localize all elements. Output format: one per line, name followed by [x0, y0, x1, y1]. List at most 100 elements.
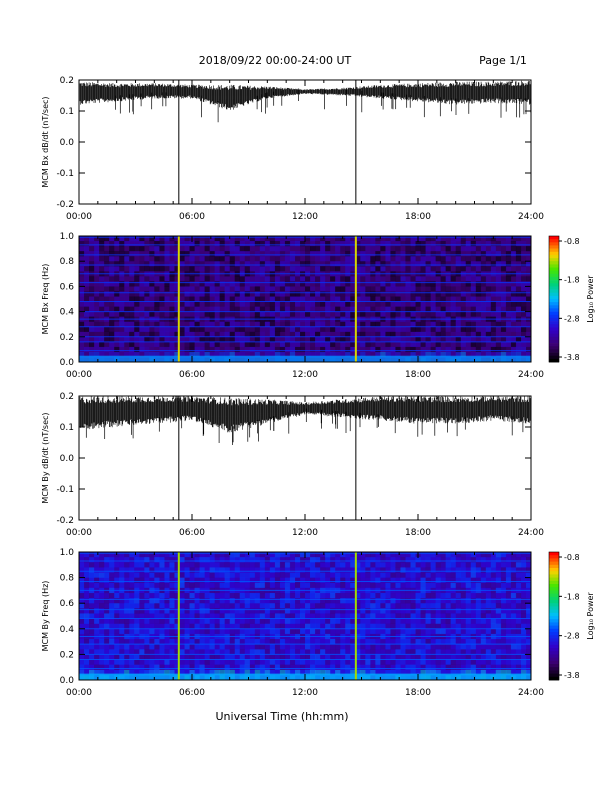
spectrogram-cell — [385, 296, 391, 302]
spectrogram-cell — [345, 326, 351, 332]
spectrogram-cell — [375, 336, 381, 343]
spectrogram-cell — [295, 654, 301, 660]
spectrogram-cell — [470, 582, 476, 589]
spectrogram-cell — [239, 639, 245, 645]
spectrogram-cell — [244, 613, 250, 619]
spectrogram-cell — [99, 301, 105, 307]
spectrogram-cell — [259, 236, 266, 242]
spectrogram-cell — [445, 276, 451, 282]
spectrogram-cell — [420, 251, 426, 257]
spectrogram-cell — [345, 311, 351, 317]
spectrogram-cell — [134, 572, 140, 578]
y-tick-label: 0.0 — [60, 138, 75, 148]
colorbar-segment — [549, 596, 559, 601]
spectrogram-cell — [505, 266, 512, 272]
spectrogram-cell — [289, 562, 296, 568]
spectrogram-cell — [350, 593, 356, 599]
spectrogram-cell — [405, 572, 411, 578]
spectrogram-cell — [400, 598, 406, 604]
spectrogram-cell — [104, 557, 110, 563]
spectrogram-cell — [495, 654, 502, 660]
spectrogram-cell — [84, 582, 90, 589]
spectrogram-cell — [214, 618, 220, 624]
spectrogram-cell — [310, 341, 316, 348]
spectrogram-cell — [104, 664, 110, 670]
spectrogram-cell — [380, 301, 386, 307]
spectrogram-cell — [134, 639, 140, 645]
spectrogram-cell — [480, 557, 487, 563]
spectrogram-cell — [455, 286, 461, 292]
spectrogram-cell — [219, 613, 225, 619]
spectrogram-cell — [500, 582, 507, 589]
spectrogram-cell — [425, 603, 431, 609]
spectrogram-cell — [500, 618, 507, 624]
spectrogram-cell — [274, 261, 281, 267]
spectrogram-cell — [269, 281, 276, 287]
spectrogram-cell — [174, 552, 180, 558]
spectrogram-cell — [84, 628, 90, 635]
spectrogram-cell — [521, 256, 527, 262]
spectrogram-cell — [209, 251, 215, 257]
spectrogram-cell — [455, 582, 461, 589]
spectrogram-cell — [174, 341, 180, 348]
spectrogram-cell — [340, 567, 346, 573]
spectrogram-cell — [475, 256, 482, 262]
spectrogram-cell — [475, 603, 482, 609]
spectrogram-cell — [284, 654, 291, 660]
spectrogram-cell — [345, 306, 351, 312]
spectrogram-cell — [440, 582, 446, 589]
spectrogram-cell — [305, 577, 311, 583]
spectrogram-cell — [355, 266, 361, 272]
spectrogram-cell — [375, 557, 381, 563]
spectrogram-cell — [279, 351, 286, 358]
spectrogram-cell — [174, 557, 180, 563]
spectrogram-cell — [279, 291, 286, 297]
spectrogram-cell — [164, 649, 170, 655]
spectrogram-cell — [109, 336, 115, 343]
spectrogram-cell — [390, 598, 396, 604]
spectrogram-cell — [445, 291, 451, 297]
spectrogram-cell — [124, 623, 130, 630]
spectrogram-cell — [375, 266, 381, 272]
spectrogram-cell — [410, 613, 416, 619]
spectrogram-cell — [239, 649, 245, 655]
spectrogram-cell — [445, 266, 451, 272]
spectrogram-cell — [455, 276, 461, 282]
spectrogram-cell — [380, 562, 386, 568]
spectrogram-cell — [340, 623, 346, 630]
spectrogram-cell — [154, 341, 160, 348]
spectrogram-cell — [500, 336, 507, 343]
spectrogram-cell — [119, 251, 125, 257]
spectrogram-cell — [224, 618, 230, 624]
spectrogram-cell — [124, 346, 130, 353]
spectrogram-cell — [79, 301, 85, 307]
spectrogram-cell — [234, 346, 240, 353]
spectrogram-cell — [219, 296, 225, 302]
spectrogram-cell — [405, 618, 411, 624]
spectrogram-cell — [224, 246, 230, 252]
spectrogram-cell — [284, 618, 291, 624]
spectrogram-cell — [375, 281, 381, 287]
spectrogram-cell — [335, 603, 341, 609]
spectrogram-cell — [179, 321, 185, 327]
spectrogram-cell — [320, 618, 326, 624]
spectrogram-cell — [89, 351, 95, 358]
spectrogram-cell — [259, 639, 266, 645]
spectrogram-cell — [310, 266, 316, 272]
spectrogram-cell — [521, 577, 527, 583]
spectrogram-cell — [184, 649, 190, 655]
spectrogram-cell — [174, 582, 180, 589]
spectrogram-cell — [144, 669, 150, 676]
spectrogram-cell — [505, 241, 512, 247]
spectrogram-cell — [440, 351, 446, 358]
spectrogram-cell — [254, 256, 261, 262]
spectrogram-cell — [505, 246, 512, 252]
spectrogram-cell — [219, 286, 225, 292]
spectrogram-cell — [330, 567, 336, 573]
spectrogram-cell — [264, 654, 271, 660]
spectrogram-cell — [199, 351, 205, 358]
spectrogram-cell — [475, 341, 482, 348]
spectrogram-cell — [480, 582, 487, 589]
spectrogram-cell — [269, 623, 276, 630]
spectrogram-cell — [99, 236, 105, 242]
